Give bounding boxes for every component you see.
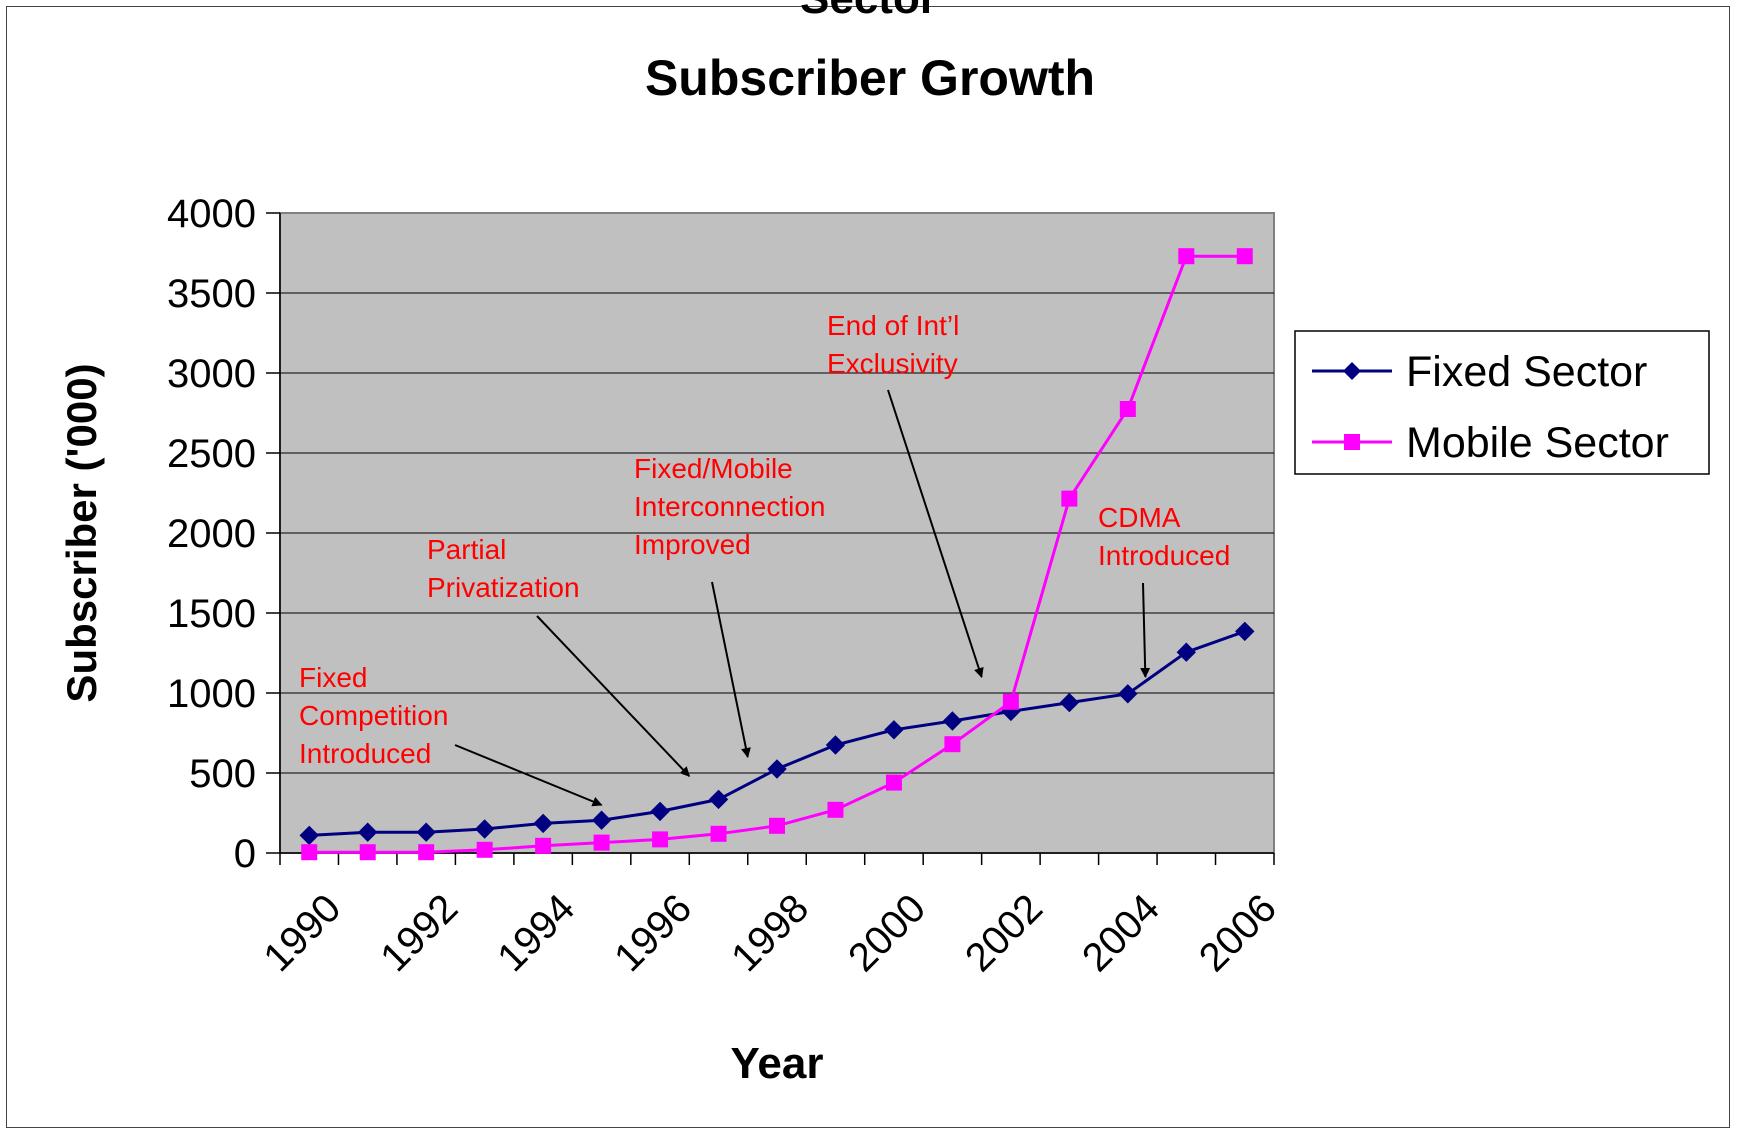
y-tick-label: 0 — [234, 832, 256, 876]
data-point-square — [1061, 491, 1077, 507]
x-tick-label: 2004 — [1074, 886, 1168, 980]
data-point-square — [886, 775, 902, 791]
annotation-text: Introduced — [299, 738, 431, 769]
y-tick-label: 2000 — [167, 512, 256, 556]
y-tick-label: 1000 — [167, 672, 256, 716]
data-point-square — [1003, 694, 1019, 710]
x-axis-ticks: 1990 1992 1994 1996 1998 2000 2002 2004 2006 — [255, 853, 1285, 980]
annotation-text: Improved — [634, 529, 751, 560]
y-axis-label: Subscriber ('000) — [58, 363, 105, 702]
data-point-square — [711, 826, 727, 842]
data-point-square — [301, 844, 317, 860]
annotation-text: Fixed — [299, 662, 367, 693]
y-axis-ticks: 0 500 1000 1500 2000 2500 3000 3500 4000 — [167, 192, 280, 876]
annotation-text: Fixed/Mobile — [634, 453, 793, 484]
legend: Fixed Sector Mobile Sector — [1295, 331, 1709, 474]
data-point-square — [1120, 401, 1136, 417]
x-tick-label: 2006 — [1191, 886, 1285, 980]
annotation-text: Competition — [299, 700, 448, 731]
y-tick-label: 4000 — [167, 192, 256, 236]
y-tick-label: 2500 — [167, 432, 256, 476]
annotation-text: Partial — [427, 534, 506, 565]
x-tick-label: 1992 — [372, 886, 466, 980]
data-point-square — [944, 736, 960, 752]
annotation-text: CDMA — [1098, 502, 1181, 533]
data-point-square — [769, 818, 785, 834]
legend-label: Fixed Sector — [1406, 348, 1647, 396]
x-tick-label: 1994 — [489, 886, 583, 980]
data-point-square — [535, 838, 551, 854]
data-point-square — [1237, 248, 1253, 264]
data-point-square — [652, 831, 668, 847]
chart-title: Subscriber Growth — [645, 50, 1095, 106]
x-axis-label: Year — [731, 1039, 824, 1088]
data-point-square — [827, 802, 843, 818]
data-point-square — [1178, 248, 1194, 264]
annotation-text: Interconnection — [634, 491, 825, 522]
y-tick-label: 3000 — [167, 352, 256, 396]
x-tick-label: 1996 — [606, 886, 700, 980]
y-tick-label: 3500 — [167, 272, 256, 316]
annotation-text: Privatization — [427, 572, 580, 603]
data-point-square — [360, 844, 376, 860]
data-point-square — [418, 844, 434, 860]
data-point-square — [477, 842, 493, 858]
y-tick-label: 1500 — [167, 592, 256, 636]
legend-marker-square — [1344, 434, 1360, 450]
data-point-square — [594, 835, 610, 851]
x-tick-label: 2000 — [840, 886, 934, 980]
x-tick-label: 1998 — [723, 886, 817, 980]
y-tick-label: 500 — [189, 752, 256, 796]
x-tick-label: 2002 — [957, 886, 1051, 980]
annotation-text: End of Int’l — [827, 310, 959, 341]
legend-label: Mobile Sector — [1406, 419, 1669, 467]
x-tick-label: 1990 — [255, 886, 349, 980]
annotation-text: Introduced — [1098, 540, 1230, 571]
annotation-text: Exclusivity — [827, 348, 958, 379]
